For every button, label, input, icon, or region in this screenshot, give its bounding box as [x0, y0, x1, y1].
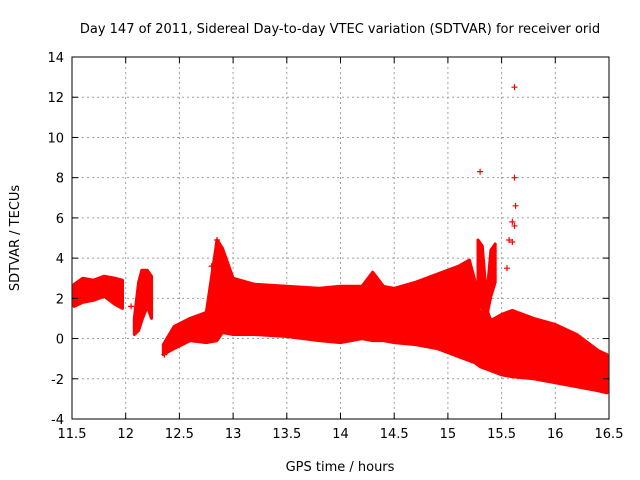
data-band-segment-2 — [132, 268, 153, 336]
x-tick-label: 14.5 — [380, 427, 409, 442]
x-tick-label: 13.5 — [272, 427, 301, 442]
y-tick-label: 0 — [56, 333, 64, 348]
outlier-point — [511, 174, 518, 181]
outlier-point — [477, 168, 484, 175]
axis-layer: 11.5 12 12.5 13 13.5 14 14.5 15 15.5 16 16.5 -4 -2 0 2… — [47, 51, 623, 442]
x-tick-label: 15 — [440, 427, 457, 442]
data-layer — [72, 84, 609, 395]
chart-title: Day 147 of 2011, Sidereal Day-to-day VTE… — [80, 22, 600, 37]
x-tick-label: 15.5 — [487, 427, 516, 442]
data-band-segment-3 — [161, 238, 609, 395]
outlier-point — [511, 222, 518, 229]
y-tick-label: 8 — [56, 172, 64, 187]
x-tick-label: 14 — [332, 427, 349, 442]
data-band-segment-1 — [72, 274, 124, 310]
data-band-segment-4 — [476, 238, 497, 318]
y-tick-label: -2 — [51, 373, 64, 388]
y-axis-label: SDTVAR / TECUs — [8, 185, 23, 292]
x-tick-label: 12 — [117, 427, 134, 442]
y-tick-label: 12 — [47, 91, 64, 106]
outlier-point — [213, 237, 220, 244]
outlier-point — [503, 265, 510, 272]
outlier-point — [509, 239, 516, 246]
x-tick-label: 11.5 — [58, 427, 87, 442]
y-tick-label: 2 — [56, 292, 64, 307]
outlier-point — [511, 84, 518, 91]
outlier-point — [128, 303, 135, 310]
outlier-point — [506, 237, 513, 244]
outlier-point — [161, 351, 168, 358]
y-tick-label: 6 — [56, 212, 64, 227]
y-tick-label: 14 — [47, 51, 64, 66]
y-tick-label: 4 — [56, 252, 64, 267]
x-axis-label: GPS time / hours — [286, 460, 395, 475]
x-tick-label: 16 — [547, 427, 564, 442]
x-tick-label: 12.5 — [165, 427, 194, 442]
outlier-point — [509, 218, 516, 225]
grid-layer — [72, 57, 609, 419]
y-tick-label: -4 — [51, 413, 64, 428]
x-tick-label: 13 — [225, 427, 242, 442]
x-tick-label: 16.5 — [595, 427, 624, 442]
outlier-point — [512, 202, 519, 209]
outlier-point — [208, 263, 215, 270]
y-tick-label: 10 — [47, 131, 64, 146]
